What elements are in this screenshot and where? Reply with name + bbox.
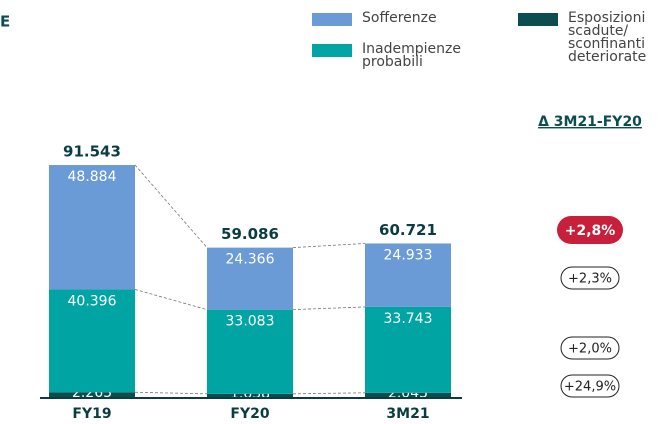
delta-title: Δ 3M21-FY20 <box>538 114 642 130</box>
bar-segment <box>365 243 451 307</box>
bar-segment <box>49 289 135 393</box>
value-label: 24.366 <box>226 252 275 268</box>
value-label: 33.743 <box>384 311 433 327</box>
delta-badge <box>557 216 623 244</box>
connector <box>134 164 208 248</box>
connector <box>292 243 366 249</box>
legend-swatch <box>518 13 558 26</box>
bar-segment <box>49 392 135 398</box>
legend-label: Sofferenze <box>362 10 437 26</box>
legend-swatch <box>312 44 352 57</box>
bar-segment <box>207 309 293 394</box>
value-label: 40.396 <box>68 293 117 309</box>
bar-segment <box>207 247 293 310</box>
connector <box>292 306 366 311</box>
delta-label: +24,9% <box>564 380 616 395</box>
total-label: 91.543 <box>63 143 121 161</box>
delta-label: +2,0% <box>568 342 612 357</box>
delta-badge <box>560 266 620 290</box>
bar-segment <box>365 306 451 393</box>
legend-label: Inadempienze probabili <box>362 41 461 70</box>
value-label: 33.083 <box>226 314 275 330</box>
value-label: 48.884 <box>68 169 117 185</box>
connector <box>292 392 366 395</box>
x-tick-label: FY20 <box>230 406 269 422</box>
connector <box>134 289 208 311</box>
delta-label: +2,3% <box>568 272 612 287</box>
bar-segment <box>207 393 293 398</box>
delta-badge <box>560 374 620 398</box>
total-label: 60.721 <box>379 221 437 239</box>
bar-segment <box>365 392 451 398</box>
total-label: 59.086 <box>221 225 279 243</box>
bar-segment <box>49 165 135 290</box>
delta-badge <box>560 336 620 360</box>
delta-label: +2,8% <box>565 223 616 239</box>
chart-title: E <box>0 13 10 31</box>
legend-label: Esposizioni scadute/ sconfinanti deterio… <box>568 10 647 65</box>
x-tick-label: FY19 <box>72 406 111 422</box>
value-label: 24.933 <box>384 247 433 263</box>
connector <box>134 391 208 395</box>
legend-swatch <box>312 13 352 26</box>
x-tick-label: 3M21 <box>386 406 429 422</box>
